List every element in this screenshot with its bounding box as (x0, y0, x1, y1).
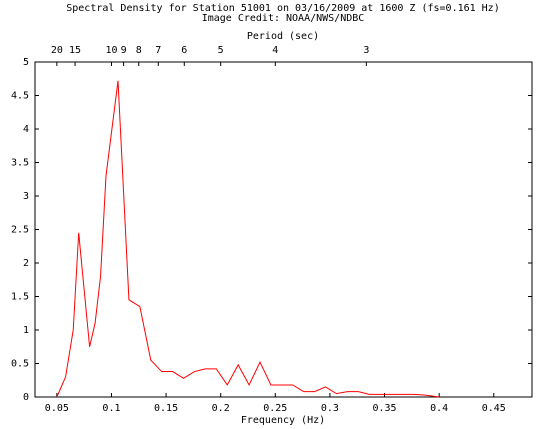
series-line (56, 80, 440, 398)
x2-tick-label: 20 (51, 45, 63, 56)
x-tick-label: 0.1 (102, 403, 120, 414)
y-tick-label: 1.5 (11, 292, 29, 303)
x2-tick-label: 10 (105, 45, 117, 56)
x-tick-label: 0.25 (263, 403, 287, 414)
x2-tick-label: 9 (121, 45, 127, 56)
chart-title: Spectral Density for Station 51001 on 03… (66, 3, 499, 14)
x-tick-label: 0.45 (482, 403, 506, 414)
plot-frame (34, 61, 533, 398)
chart-subtitle: Image Credit: NOAA/NWS/NDBC (202, 13, 365, 24)
x-tick-label: 0.3 (321, 403, 339, 414)
x-tick-label: 0.35 (372, 403, 396, 414)
x-tick-label: 0.4 (430, 403, 448, 414)
x2-tick-label: 4 (272, 45, 278, 56)
x2-tick-label: 15 (69, 45, 81, 56)
y-tick-label: 4 (23, 124, 29, 135)
y-tick-label: 3 (23, 191, 29, 202)
x2-tick-label: 7 (155, 45, 161, 56)
x2-tick-label: 8 (136, 45, 142, 56)
x-axis-label: Frequency (Hz) (241, 415, 325, 426)
x2-tick-label: 6 (181, 45, 187, 56)
y-tick-label: 2.5 (11, 225, 29, 236)
y-tick-label: 1 (23, 325, 29, 336)
x-tick-label: 0.15 (154, 403, 178, 414)
x2-axis-label: Period (sec) (247, 31, 319, 42)
x-tick-label: 0.05 (45, 403, 69, 414)
x2-tick-label: 5 (218, 45, 224, 56)
y-tick-label: 5 (23, 57, 29, 68)
x2-tick-label: 3 (363, 45, 369, 56)
y-tick-label: 4.5 (11, 91, 29, 102)
y-tick-label: 2 (23, 258, 29, 269)
x-tick-label: 0.2 (212, 403, 230, 414)
y-tick-label: 0.5 (11, 359, 29, 370)
y-tick-label: 0 (23, 392, 29, 403)
y-tick-label: 3.5 (11, 158, 29, 169)
